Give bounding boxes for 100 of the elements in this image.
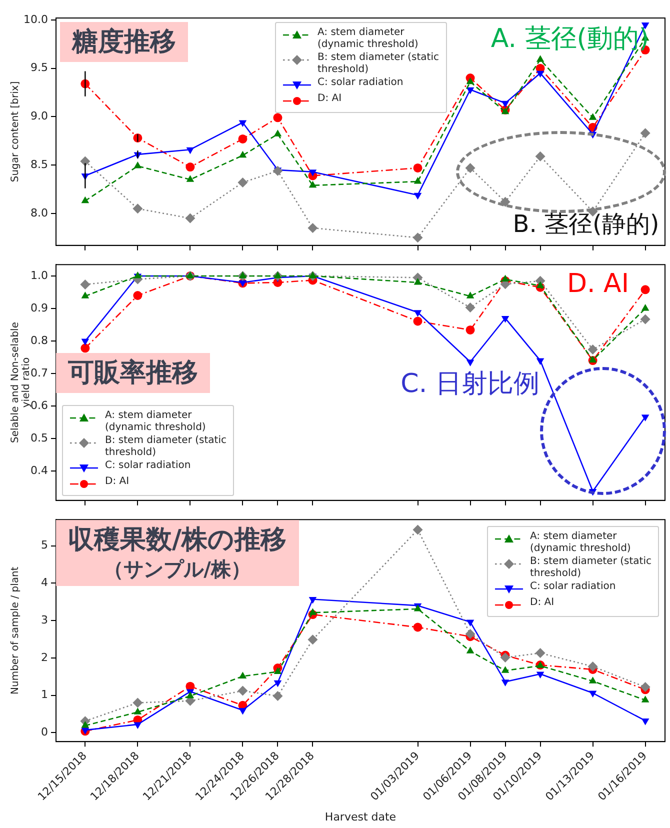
point (81, 721, 90, 728)
legend-label: D: AI (318, 93, 343, 105)
point (186, 162, 195, 172)
point (466, 87, 474, 94)
text: （サンプル/株） (102, 556, 252, 582)
point (466, 620, 474, 627)
y-tick-label: 2 (41, 650, 48, 664)
annotation: C. 日射比例 (400, 368, 540, 399)
point (412, 232, 423, 243)
point (588, 676, 597, 684)
legend-label: D: AI (105, 476, 130, 488)
y-tick-label: 1.0 (30, 268, 48, 282)
legend-label: A: stem diameter (dynamic threshold) (530, 530, 632, 555)
y-tick-label: 5 (41, 538, 48, 552)
point (238, 271, 247, 278)
point (501, 316, 510, 323)
y-axis-title: Selable and Non-selable yield ratio (10, 322, 32, 443)
y-tick-label: 8.5 (30, 158, 48, 171)
point (274, 667, 282, 674)
y-tick-label: 4 (41, 576, 48, 590)
point (134, 722, 142, 729)
point (641, 696, 650, 702)
point (274, 271, 282, 278)
point (466, 325, 475, 334)
legend-label: C: solar radiation (318, 77, 404, 89)
point (536, 55, 544, 62)
point (414, 177, 422, 184)
point (466, 646, 474, 654)
y-tick-label: 10.0 (24, 12, 48, 26)
point (413, 163, 422, 172)
point (501, 680, 510, 686)
point (238, 150, 247, 158)
point (466, 77, 474, 84)
annotation: B. 茎径(静的) (512, 210, 660, 238)
legend-label: B: stem diameter (static threshold) (105, 435, 227, 460)
chart-title: 糖度推移 (72, 26, 176, 58)
point (134, 162, 142, 168)
point (81, 338, 90, 346)
legend-label: B: stem diameter (static threshold) (530, 556, 652, 580)
point (81, 196, 90, 204)
point (133, 291, 142, 300)
annotation: D. AI (567, 268, 630, 299)
y-tick-label: 3 (41, 613, 48, 626)
x-axis-title: Harvest date (324, 810, 396, 824)
point (414, 278, 422, 285)
point (80, 156, 90, 166)
point (536, 281, 544, 288)
y-tick-label: 0 (41, 726, 48, 739)
point (465, 162, 476, 173)
point (186, 147, 194, 154)
point (238, 708, 247, 715)
point (588, 662, 598, 672)
point (238, 686, 248, 696)
y-axis-title: Sugar content [brix] (10, 81, 22, 182)
point (81, 292, 90, 298)
point (412, 524, 423, 535)
point (535, 151, 546, 162)
point (536, 672, 544, 678)
point (274, 680, 282, 688)
point (536, 70, 544, 78)
point (535, 648, 546, 658)
y-tick-label: 0.8 (30, 334, 48, 347)
point (466, 360, 474, 366)
point (238, 672, 247, 678)
text: 可販率推移 (68, 357, 198, 389)
point (588, 344, 598, 354)
point (501, 274, 510, 282)
point (308, 170, 317, 176)
point (501, 666, 510, 673)
point (466, 292, 474, 298)
point (536, 358, 544, 366)
legend-label: A: stem diameter (dynamic threshold) (105, 410, 207, 434)
y-tick-label: 0.6 (30, 398, 48, 412)
point (414, 192, 422, 200)
y-tick-label: 1 (41, 688, 48, 702)
point (272, 691, 283, 702)
point (274, 130, 282, 136)
point (308, 271, 317, 278)
point (413, 622, 422, 632)
point (501, 100, 510, 108)
point (640, 314, 650, 324)
point (134, 271, 142, 278)
legend-label: A: stem diameter (dynamic threshold) (318, 27, 420, 51)
point (500, 652, 510, 663)
y-tick-label: 0.7 (30, 366, 48, 380)
point (308, 596, 317, 604)
point (80, 344, 90, 353)
point (641, 304, 650, 311)
y-tick-label: 0.9 (30, 301, 48, 314)
point (238, 120, 247, 128)
point (273, 113, 282, 122)
y-tick-label: 0.5 (30, 431, 48, 444)
point (640, 285, 650, 294)
point (132, 698, 143, 708)
point (308, 608, 317, 615)
y-tick-label: 8.0 (30, 206, 48, 220)
legend-label: C: solar radiation (530, 580, 617, 593)
point (641, 414, 650, 422)
y-tick-label: 0.4 (30, 464, 48, 477)
point (414, 310, 422, 317)
